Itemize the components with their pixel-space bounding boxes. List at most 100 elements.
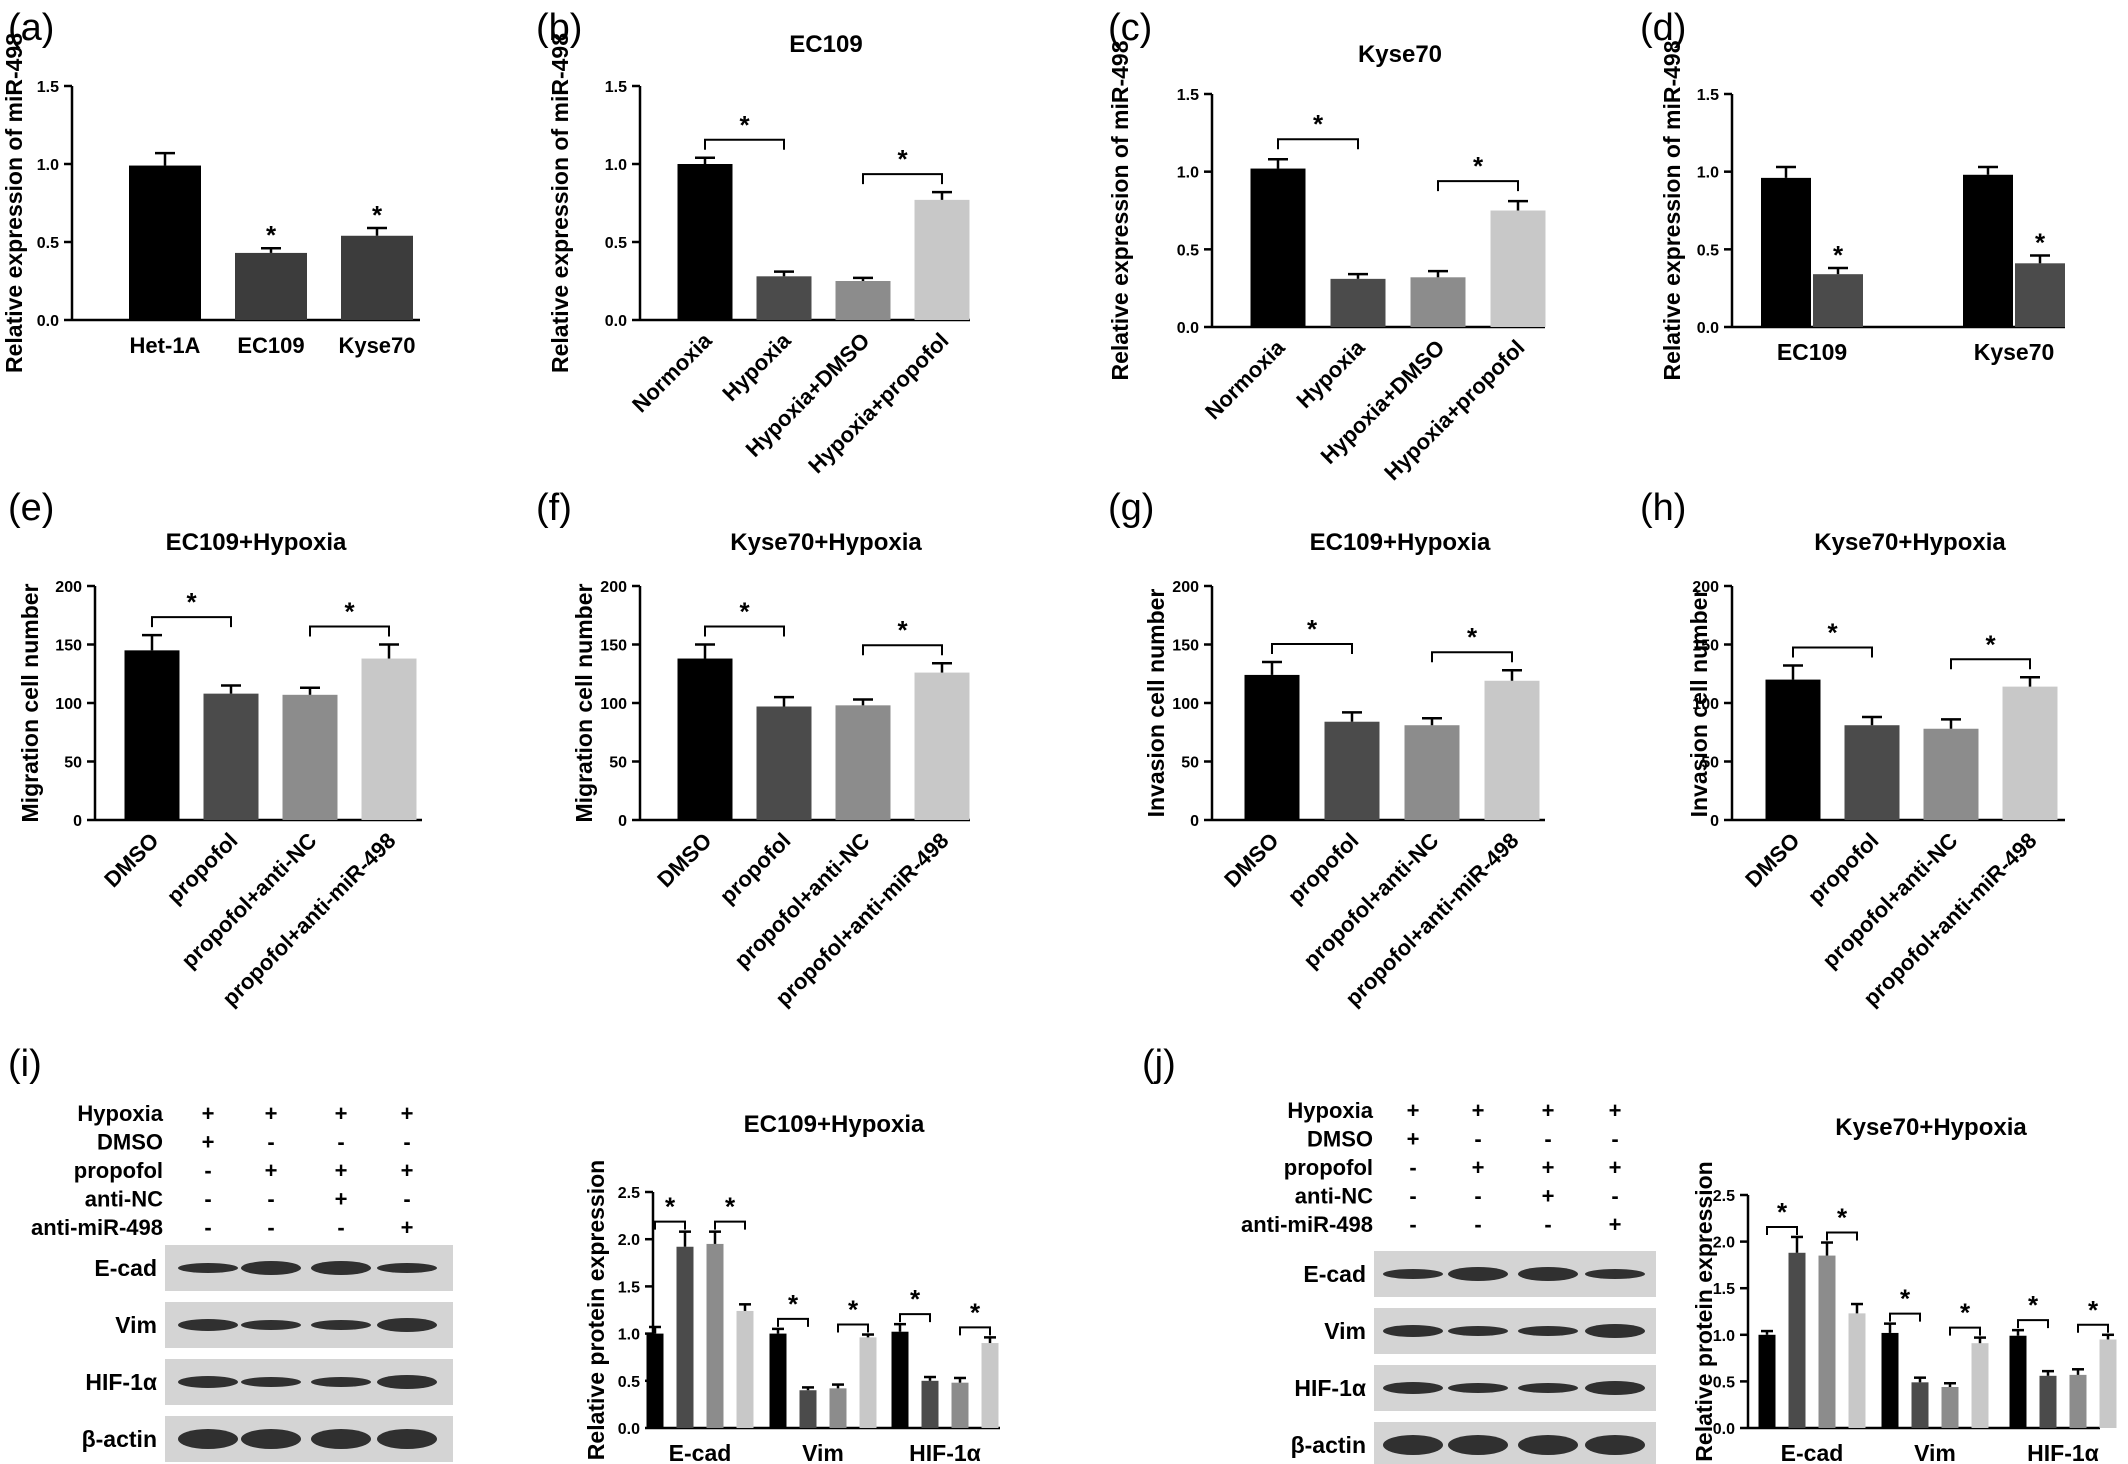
x-tick-label: Normoxia [1200, 334, 1290, 424]
significance-star: * [739, 110, 750, 140]
protein-label: Vim [1324, 1318, 1366, 1344]
y-tick-label: 50 [1181, 755, 1199, 772]
chart-d: 0.0 0.5 1.0 1.5 Relative expression of miR-4… [1659, 40, 2065, 381]
condition-mark: + [1542, 1184, 1555, 1209]
condition-label: Hypoxia [1287, 1098, 1373, 1123]
x-tick-label: Hypoxia [717, 327, 796, 406]
y-tick-label: 2.5 [618, 1185, 640, 1202]
condition-mark: + [265, 1158, 278, 1183]
y-tick-label: 1.0 [618, 1327, 640, 1344]
chart-title: EC109+Hypoxia [744, 1111, 925, 1138]
protein-band [311, 1320, 371, 1330]
bar [203, 693, 259, 820]
bar [676, 1246, 694, 1428]
protein-band [377, 1263, 437, 1273]
significance-star: * [910, 1284, 921, 1314]
bar [835, 281, 891, 320]
y-tick-label: 0.0 [1697, 320, 1719, 337]
y-tick-label: 1.5 [1177, 87, 1199, 104]
x-tick-label: propofol+anti-NC [176, 828, 321, 973]
significance-star: * [1985, 629, 1996, 659]
bar [914, 199, 970, 320]
protein-band [178, 1319, 238, 1331]
y-axis-label: Invasion cell number [1686, 589, 1712, 818]
bar [1788, 1252, 1806, 1428]
bar [891, 1331, 909, 1428]
chart-a: 0.0 0.5 1.0 1.5 Relative expression of miR-4… [1, 33, 420, 373]
condition-mark: + [1472, 1098, 1485, 1123]
bar [235, 252, 307, 320]
condition-mark: - [1474, 1212, 1481, 1237]
significance-bracket [1889, 1312, 1921, 1322]
y-tick-label: 0.0 [1177, 320, 1199, 337]
y-tick-label: 1.5 [1713, 1281, 1735, 1298]
significance-star: * [1467, 622, 1478, 652]
bar [646, 1333, 664, 1428]
protein-band [178, 1263, 238, 1273]
condition-mark: + [1472, 1155, 1485, 1180]
protein-band [311, 1429, 371, 1449]
significance-bracket [1950, 658, 2031, 670]
protein-band [1448, 1435, 1508, 1455]
panel-label: (e) [8, 487, 54, 529]
protein-band [1585, 1269, 1645, 1279]
condition-mark: - [204, 1158, 211, 1183]
bar [1923, 728, 1979, 820]
condition-mark: - [267, 1187, 274, 1212]
protein-band [1448, 1267, 1508, 1281]
panel-label: (f) [536, 487, 572, 529]
significance-star: * [970, 1297, 981, 1327]
x-tick-label: DMSO [1740, 828, 1804, 892]
y-tick-label: 200 [55, 579, 82, 596]
x-tick-label: propofol [715, 828, 796, 909]
x-tick-label: Hypoxia+propofol [1379, 335, 1529, 485]
bar [1410, 277, 1466, 327]
significance-star: * [1900, 1284, 1911, 1314]
condition-mark: - [403, 1187, 410, 1212]
protein-band [241, 1429, 301, 1449]
y-tick-label: 50 [64, 755, 82, 772]
condition-mark: + [202, 1130, 215, 1155]
condition-mark: - [204, 1187, 211, 1212]
significance-bracket [151, 616, 232, 628]
protein-band [241, 1377, 301, 1387]
condition-label: propofol [1284, 1155, 1373, 1180]
condition-mark: + [401, 1101, 414, 1126]
condition-mark: + [335, 1158, 348, 1183]
y-tick-label: 0.5 [605, 235, 627, 252]
protein-band [1383, 1435, 1443, 1455]
protein-band [1448, 1326, 1508, 1336]
bar [756, 706, 812, 820]
y-tick-label: 1.0 [1713, 1328, 1735, 1345]
significance-star: * [1833, 240, 1844, 270]
condition-mark: - [267, 1215, 274, 1240]
x-tick-label: EC109 [237, 333, 304, 358]
significance-bracket [704, 138, 785, 150]
protein-band [1518, 1267, 1578, 1281]
significance-bracket [862, 173, 943, 185]
condition-mark: + [1609, 1212, 1622, 1237]
protein-band [1448, 1383, 1508, 1393]
x-tick-label: Hypoxia [1291, 334, 1370, 413]
protein-band [1383, 1325, 1443, 1337]
significance-star: * [372, 200, 383, 230]
bar [1818, 1255, 1836, 1428]
bar [799, 1390, 817, 1428]
bar [2069, 1374, 2087, 1428]
bar [859, 1337, 877, 1428]
y-tick-label: 1.0 [605, 157, 627, 174]
condition-mark: + [202, 1101, 215, 1126]
significance-bracket [654, 1220, 686, 1230]
significance-bracket [2017, 1319, 2049, 1329]
condition-label: anti-miR-498 [31, 1215, 163, 1240]
x-tick-label: HIF-1α [909, 1440, 981, 1464]
protein-band [377, 1375, 437, 1389]
bar [1244, 674, 1300, 820]
bar [124, 650, 180, 820]
y-tick-label: 150 [600, 638, 627, 655]
bar [2039, 1375, 2057, 1428]
x-tick-label: propofol+anti-NC [1817, 828, 1962, 973]
y-tick-label: 0.0 [618, 1421, 640, 1438]
